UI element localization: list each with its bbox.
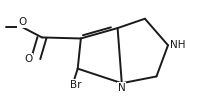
Text: O: O — [18, 17, 26, 27]
Text: Br: Br — [70, 80, 81, 90]
Text: NH: NH — [170, 40, 186, 50]
Text: N: N — [118, 83, 126, 93]
Text: O: O — [24, 54, 33, 64]
